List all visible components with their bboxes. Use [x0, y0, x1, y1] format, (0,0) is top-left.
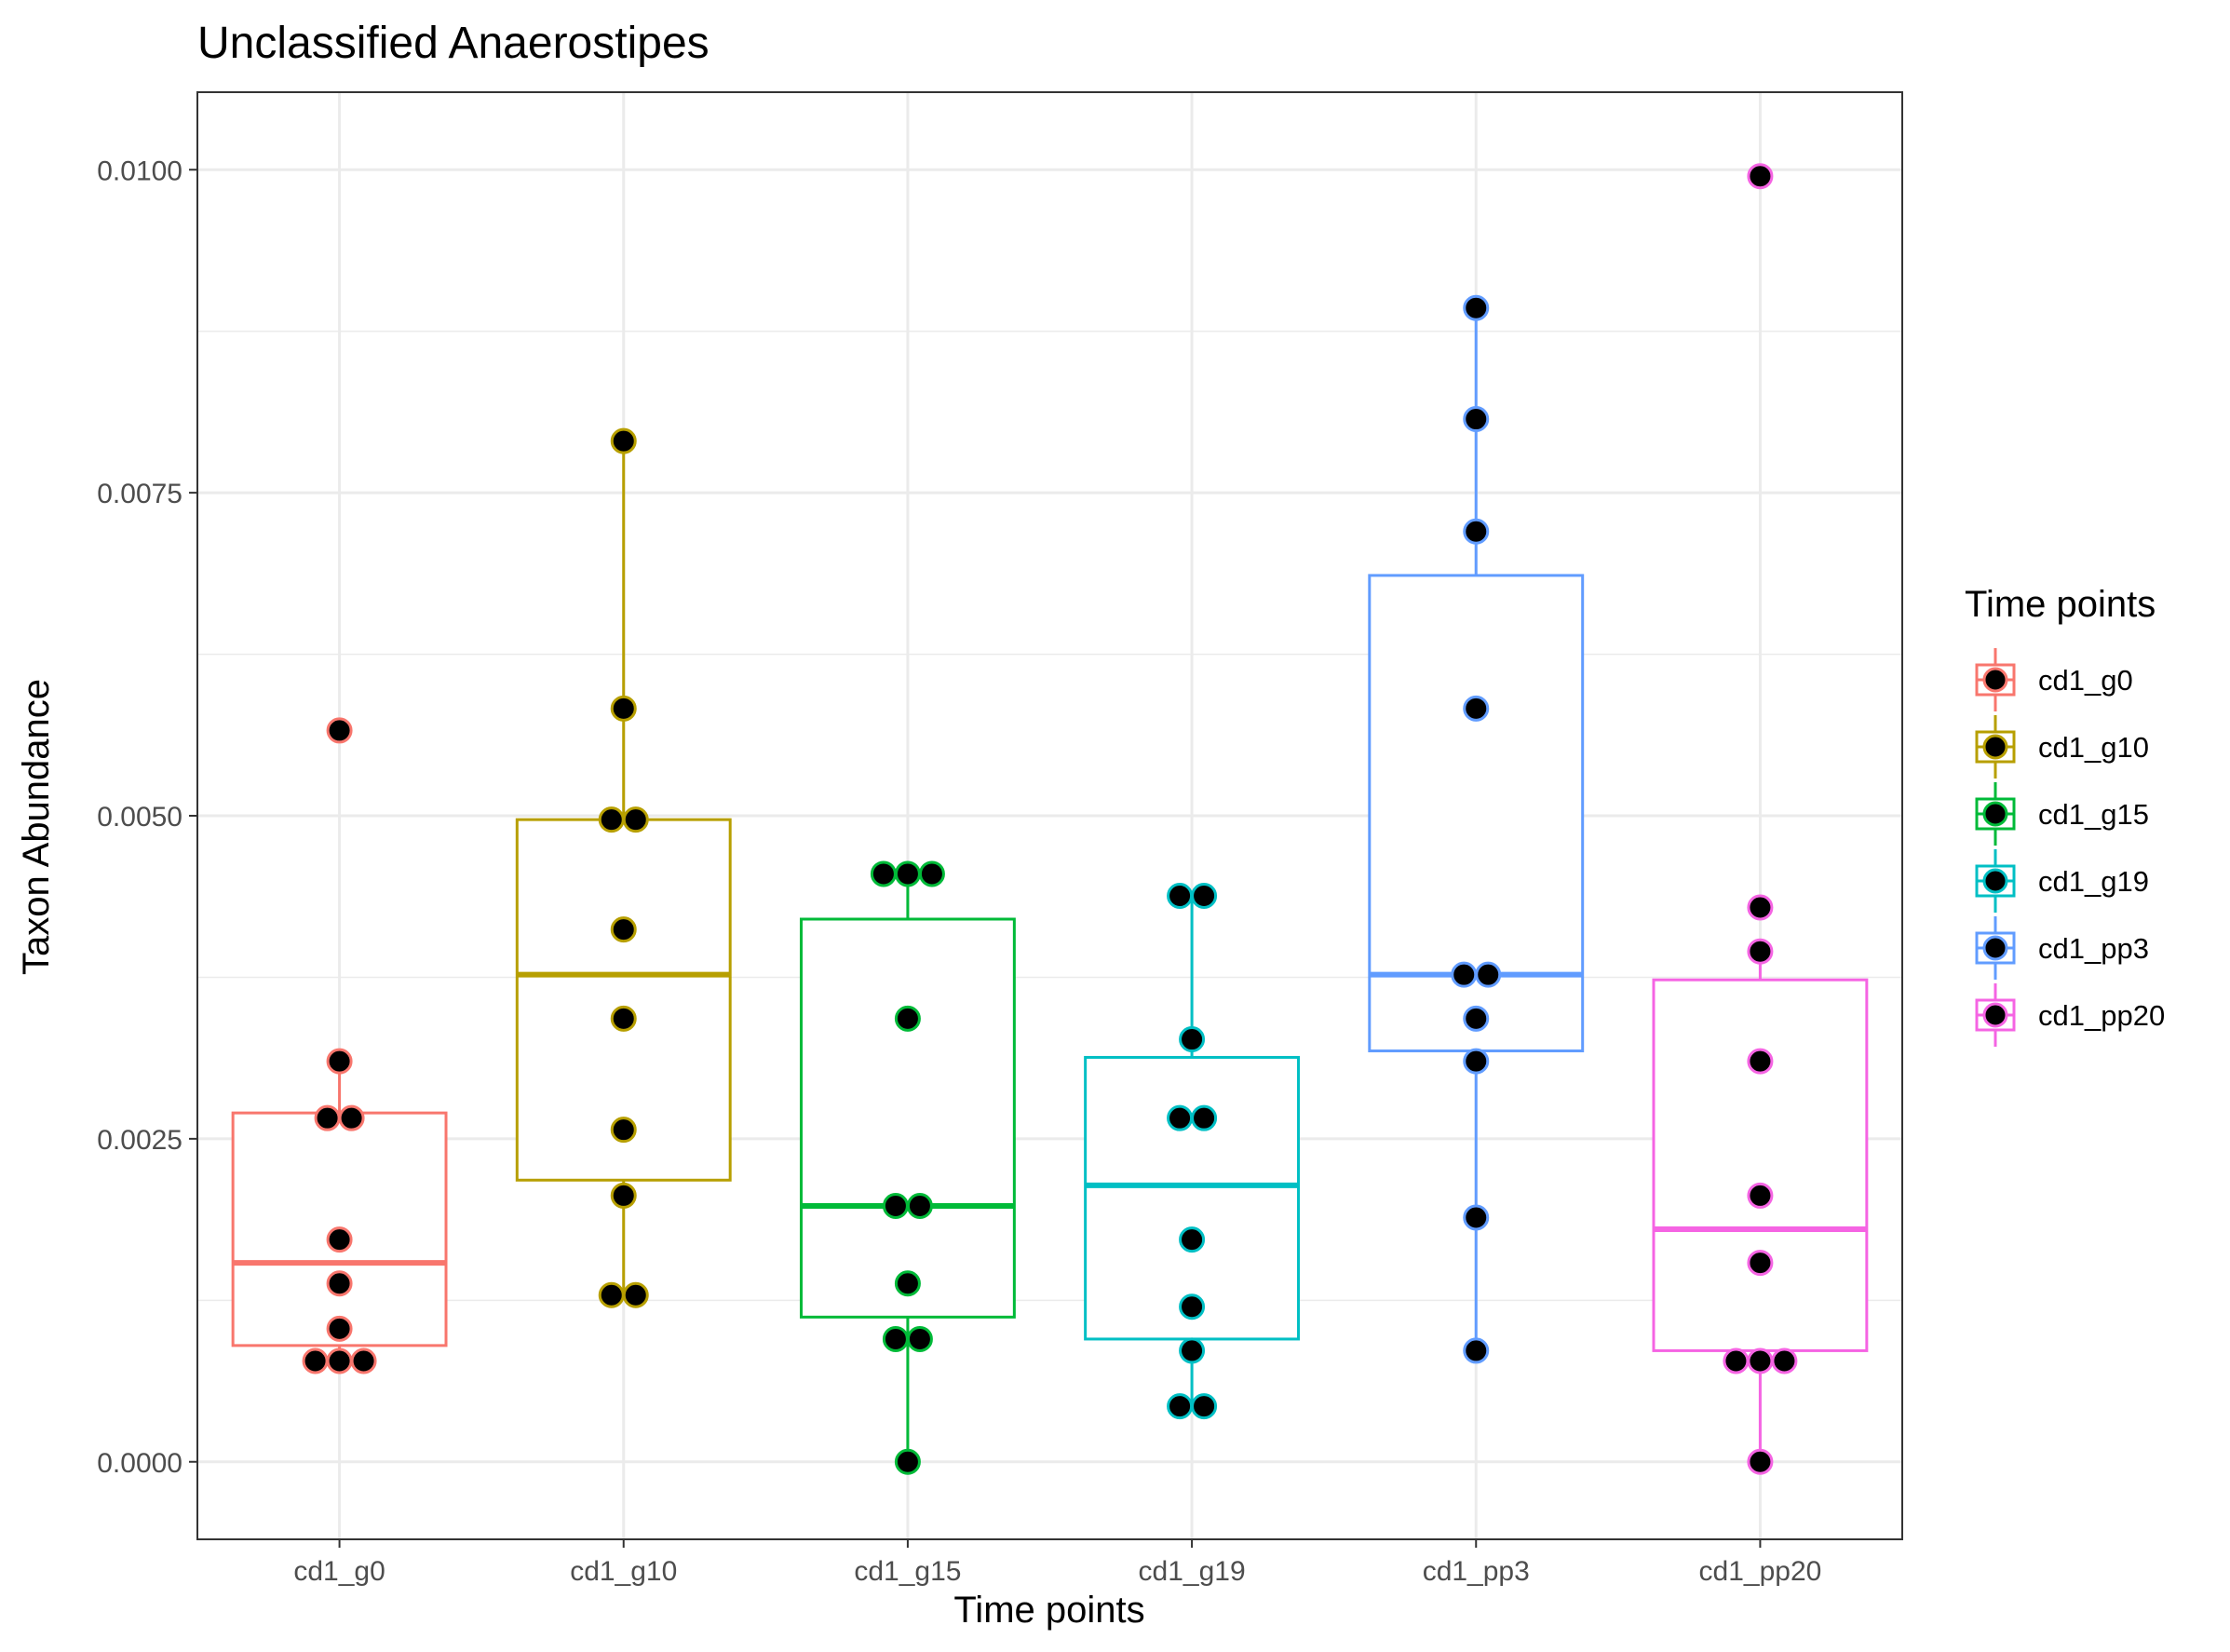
- data-point: [1463, 695, 1490, 722]
- data-point: [326, 1270, 353, 1297]
- data-point: [906, 1193, 933, 1220]
- data-point: [882, 1325, 909, 1352]
- data-point: [1191, 1104, 1218, 1131]
- legend-key-point: [1982, 868, 2008, 894]
- data-point: [598, 806, 625, 833]
- data-point: [1747, 938, 1774, 965]
- data-point: [1179, 1226, 1206, 1253]
- data-point: [610, 695, 637, 722]
- data-point: [894, 1005, 921, 1032]
- data-point: [1747, 1182, 1774, 1209]
- x-tick-label: cd1_g10: [570, 1556, 677, 1587]
- data-point: [1463, 1337, 1490, 1364]
- data-point: [1191, 1393, 1218, 1420]
- x-tick-label: cd1_pp20: [1699, 1556, 1822, 1587]
- data-point: [1167, 1104, 1194, 1131]
- box-cd1_pp3: [1368, 574, 1585, 1053]
- y-tick-label: 0.0000: [97, 1448, 182, 1479]
- data-point: [610, 1182, 637, 1209]
- legend-key-point: [1982, 734, 2008, 760]
- legend-key-point: [1982, 1002, 2008, 1028]
- data-point: [906, 1325, 933, 1352]
- data-point: [1463, 1048, 1490, 1075]
- legend-title: Time points: [1965, 584, 2156, 625]
- data-point: [1463, 518, 1490, 545]
- data-point: [1179, 1026, 1206, 1053]
- data-point: [326, 1315, 353, 1342]
- x-tick-label: cd1_g0: [293, 1556, 385, 1587]
- data-point: [1463, 294, 1490, 321]
- data-point: [326, 1347, 353, 1374]
- data-point: [1167, 1393, 1194, 1420]
- data-point: [1747, 1448, 1774, 1475]
- data-point: [918, 860, 945, 887]
- legend-label: cd1_g0: [2038, 664, 2133, 697]
- data-point: [894, 1270, 921, 1297]
- data-point: [1771, 1347, 1798, 1374]
- data-point: [1167, 883, 1194, 910]
- legend-label: cd1_g19: [2038, 865, 2149, 898]
- data-point: [622, 806, 649, 833]
- box-cd1_g15: [799, 917, 1016, 1319]
- data-point: [314, 1104, 341, 1131]
- data-point: [338, 1104, 365, 1131]
- data-point: [326, 717, 353, 744]
- chart-title: Unclassified Anaerostipes: [197, 19, 710, 68]
- legend-key-point: [1982, 801, 2008, 827]
- x-tick-label: cd1_g15: [854, 1556, 961, 1587]
- data-point: [1179, 1293, 1206, 1320]
- data-point: [1463, 1204, 1490, 1231]
- data-point: [894, 1448, 921, 1475]
- data-point: [1463, 1005, 1490, 1032]
- legend-label: cd1_pp20: [2038, 999, 2165, 1032]
- data-point: [598, 1281, 625, 1308]
- data-point: [350, 1347, 377, 1374]
- y-axis-title: Taxon Abundance: [16, 679, 57, 975]
- data-point: [610, 1005, 637, 1032]
- y-tick-label: 0.0100: [97, 156, 182, 186]
- data-point: [1747, 894, 1774, 921]
- x-axis-title: Time points: [953, 1590, 1144, 1631]
- data-point: [1747, 1347, 1774, 1374]
- data-point: [326, 1226, 353, 1253]
- y-tick-label: 0.0075: [97, 479, 182, 509]
- data-point: [610, 916, 637, 943]
- legend: cd1_g0 cd1_g10 cd1_g15 cd1_g19 cd1_pp3 cd1_pp…: [1975, 648, 2165, 1047]
- data-point: [1475, 961, 1502, 988]
- legend-label: cd1_g15: [2038, 798, 2149, 831]
- data-point: [1179, 1337, 1206, 1364]
- data-point: [1451, 961, 1478, 988]
- x-tick-label: cd1_pp3: [1423, 1556, 1530, 1587]
- data-point: [870, 860, 897, 887]
- legend-label: cd1_g10: [2038, 731, 2149, 764]
- data-point: [1463, 406, 1490, 433]
- legend-label: cd1_pp3: [2038, 932, 2149, 965]
- box-cd1_pp20: [1652, 978, 1869, 1352]
- data-point: [610, 1117, 637, 1144]
- data-point: [326, 1048, 353, 1075]
- box-cd1_g19: [1084, 1055, 1301, 1341]
- data-point: [1747, 163, 1774, 190]
- legend-key-point: [1982, 935, 2008, 961]
- y-tick-label: 0.0025: [97, 1125, 182, 1156]
- data-point: [1723, 1347, 1750, 1374]
- y-tick-label: 0.0050: [97, 802, 182, 833]
- data-point: [894, 860, 921, 887]
- plot-area: 0.0000 0.0025 0.0050 0.0075 0.0100 cd1_g0 cd1_…: [97, 91, 1903, 1587]
- x-tick-label: cd1_g19: [1139, 1556, 1246, 1587]
- data-point: [1747, 1250, 1774, 1277]
- data-point: [1191, 883, 1218, 910]
- data-point: [882, 1193, 909, 1220]
- legend-key-point: [1982, 667, 2008, 693]
- data-point: [622, 1281, 649, 1308]
- data-point: [610, 427, 637, 454]
- data-point: [302, 1347, 329, 1374]
- data-point: [1747, 1048, 1774, 1075]
